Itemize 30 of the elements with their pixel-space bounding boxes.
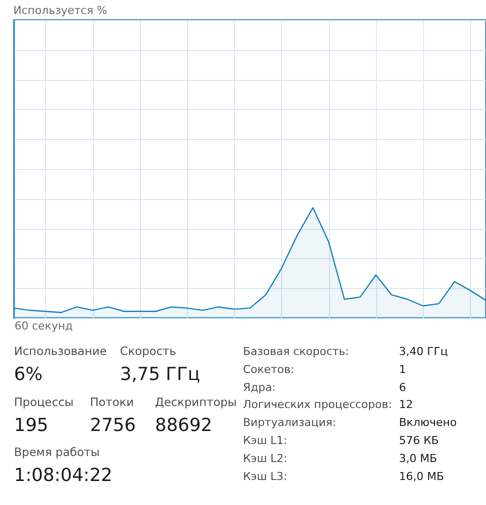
x-axis-title: 60 секунд — [14, 320, 74, 332]
text: 16,0 МБ — [399, 470, 444, 483]
text: 195 — [14, 415, 48, 436]
text: 6% — [14, 364, 43, 385]
text: 88692 — [155, 415, 212, 436]
text: 3,40 ГГц — [399, 345, 448, 358]
text: Использование — [14, 344, 107, 358]
text: 3,75 ГГц — [120, 364, 200, 385]
text: 576 КБ — [399, 434, 439, 447]
text: Базовая скорость: — [243, 345, 349, 358]
text: Виртуализация: — [243, 416, 336, 430]
text: Время работы — [14, 445, 100, 459]
text: 1 — [399, 362, 406, 376]
text: Включено — [399, 416, 457, 430]
text: Кэш L1: — [243, 434, 288, 447]
text: 1:08:04:22 — [14, 465, 112, 486]
text: Дескрипторы — [155, 395, 237, 409]
text: Процессы — [14, 395, 74, 409]
text: Сокетов: — [243, 362, 294, 376]
text: 3,0 МБ — [399, 452, 438, 465]
text: Потоки — [90, 395, 134, 409]
text: Кэш L3: — [243, 470, 288, 483]
text: Скорость — [120, 344, 176, 358]
text: Ядра: — [243, 380, 276, 394]
text: 12 — [399, 398, 413, 412]
text: 2756 — [90, 415, 136, 436]
text: Логических процессоров: — [243, 398, 392, 412]
text: 6 — [399, 380, 406, 394]
chart-title: Используется % — [13, 4, 108, 17]
text: Кэш L2: — [243, 452, 288, 465]
